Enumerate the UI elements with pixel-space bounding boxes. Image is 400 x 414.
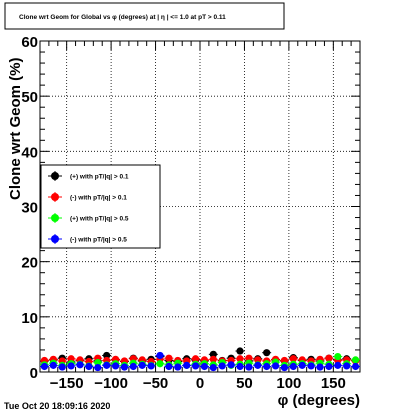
data-point — [351, 362, 360, 371]
data-point — [227, 361, 235, 369]
x-tick-label: 0 — [196, 375, 204, 392]
data-point — [343, 362, 351, 370]
x-tick-label: −150 — [50, 375, 84, 392]
data-point — [263, 362, 271, 371]
legend-label: (+) with pT/|q| > 0.1 — [70, 174, 129, 181]
legend: (+) with pT/|q| > 0.1 (-) with pT/|q| > 0… — [40, 164, 161, 249]
data-point — [174, 363, 182, 371]
legend-marker — [51, 214, 59, 222]
data-point — [165, 362, 173, 371]
data-point — [263, 349, 271, 357]
series-4 — [39, 351, 361, 372]
data-point — [351, 356, 360, 364]
data-point — [94, 363, 102, 372]
legend-marker — [51, 235, 59, 243]
data-point — [325, 354, 333, 362]
y-axis-title: Clone wrt Geom (%) — [7, 57, 24, 200]
x-tick-label: 100 — [276, 375, 301, 392]
data-point — [307, 362, 315, 370]
y-tick-label: 10 — [21, 310, 38, 327]
data-point — [138, 361, 146, 369]
data-point — [40, 362, 49, 371]
data-point — [58, 363, 66, 371]
x-tick-label: 50 — [236, 375, 253, 392]
data-point — [76, 361, 84, 369]
y-tick-label: 50 — [21, 89, 38, 106]
data-point — [103, 351, 111, 360]
data-point — [298, 361, 306, 369]
data-point — [209, 350, 217, 358]
title-box — [4, 2, 285, 30]
y-tick-label: 30 — [21, 200, 38, 217]
data-point — [236, 355, 244, 363]
data-point — [147, 362, 155, 370]
data-point — [209, 363, 217, 372]
data-point — [67, 355, 75, 363]
chart-title: Clone wrt Geom for Global vs φ (degrees)… — [19, 14, 226, 21]
x-tick-label: −100 — [94, 375, 128, 392]
data-point — [280, 363, 289, 372]
data-point — [200, 362, 209, 371]
data-point — [85, 362, 93, 371]
data-point — [183, 361, 191, 369]
legend-label: (-) with pT/|q| > 0.1 — [70, 195, 127, 202]
y-tick-label: 60 — [21, 34, 38, 51]
data-point — [156, 351, 164, 360]
x-tick-label: −50 — [143, 375, 168, 392]
data-point — [245, 354, 253, 362]
legend-item: (+) with pT/|q| > 0.5 — [48, 213, 129, 223]
legend-label: (+) with pT/|q| > 0.5 — [70, 216, 129, 223]
data-point — [156, 360, 164, 368]
data-point — [218, 362, 226, 370]
data-point — [254, 361, 262, 369]
data-point — [236, 347, 244, 355]
legend-marker — [51, 193, 59, 201]
data-point — [120, 363, 129, 371]
data-point — [111, 362, 120, 370]
data-point — [316, 363, 324, 371]
timestamp: Tue Oct 20 18:09:16 2020 — [4, 401, 110, 411]
data-point — [236, 362, 244, 371]
legend-label: (-) with pT/|q| > 0.5 — [70, 237, 127, 244]
data-point — [271, 362, 280, 370]
data-point — [334, 352, 342, 361]
data-point — [289, 355, 297, 363]
x-axis: −150 −100 −50 0 50 100 150 — [48, 41, 352, 392]
data-point — [280, 356, 289, 365]
data-point — [49, 361, 57, 369]
legend-item: (-) with pT/|q| > 0.5 — [48, 234, 127, 244]
data-point — [334, 361, 342, 369]
data-points — [39, 347, 361, 372]
data-point — [289, 362, 297, 371]
data-point — [245, 363, 253, 371]
data-point — [129, 362, 137, 371]
legend-item: (-) with pT/|q| > 0.1 — [48, 192, 127, 202]
data-point — [325, 362, 333, 371]
y-tick-label: 0 — [30, 365, 38, 382]
data-point — [94, 359, 102, 367]
legend-item: (+) with pT/|q| > 0.1 — [48, 171, 129, 181]
x-tick-label: 150 — [321, 375, 346, 392]
data-point — [165, 354, 173, 362]
y-tick-label: 40 — [21, 144, 38, 161]
y-tick-label: 20 — [21, 255, 38, 272]
data-point — [254, 356, 262, 364]
legend-box — [40, 164, 161, 249]
data-point — [191, 355, 200, 363]
legend-marker — [51, 172, 59, 180]
data-point — [191, 362, 200, 370]
data-point — [209, 355, 217, 363]
data-point — [67, 362, 75, 370]
x-axis-title: φ (degrees) — [278, 392, 360, 409]
data-point — [103, 361, 111, 369]
